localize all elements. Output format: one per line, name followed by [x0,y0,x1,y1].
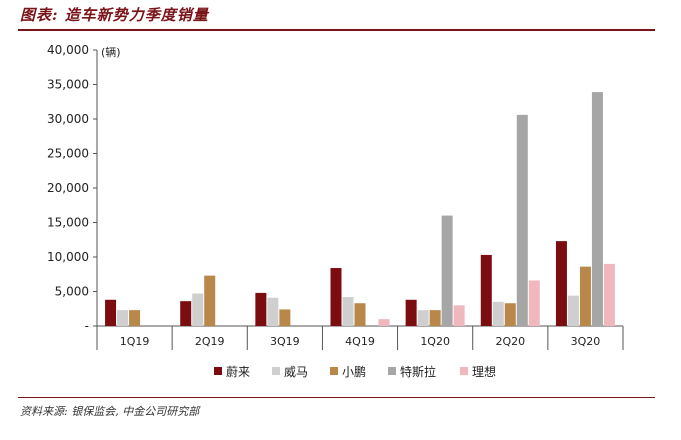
bar [267,297,279,326]
y-tick-label: - [85,319,89,333]
bar [579,266,591,326]
legend-swatch [460,367,468,375]
bar [480,254,492,326]
bar [567,295,579,326]
bar [504,303,516,326]
bar [405,299,417,326]
bar [342,297,354,326]
x-tick-label: 1Q20 [420,335,450,348]
bar [417,310,429,326]
legend-label: 特斯拉 [400,364,436,379]
y-tick-label: 10,000 [47,250,89,264]
source-note: 资料来源: 银保监会, 中金公司研究部 [20,405,200,418]
legend-swatch [272,367,280,375]
bar [492,301,504,326]
chart-axes: - 5,000 10,000 15,000 20,000 25,000 30,000 35,0… [47,43,624,350]
legend-label: 蔚来 [226,365,250,379]
bar [555,241,567,326]
bar [591,92,603,326]
y-tick-label: 20,000 [47,181,89,195]
unit-label: (辆) [101,45,121,59]
x-tick-label: 3Q19 [270,335,300,348]
legend-label: 理想 [472,364,496,379]
y-tick-label: 15,000 [47,216,89,230]
x-tick-label: 2Q19 [195,335,225,348]
bar [129,310,141,326]
title-rule [18,29,655,31]
x-tick-label: 1Q19 [120,335,150,348]
legend-swatch [330,367,338,375]
x-tick-label: 4Q19 [345,335,375,348]
source-rule [18,397,655,398]
bar [255,292,267,326]
y-tick-label: 40,000 [47,43,89,57]
bar [330,268,342,326]
bar [354,303,366,326]
chart-legend: 蔚来 威马 小鹏 特斯拉 理想 [214,364,496,379]
legend-label: 小鹏 [342,365,366,379]
bar [528,280,540,326]
y-tick-label: 25,000 [47,147,89,161]
bar [117,310,129,326]
x-tick-label: 3Q20 [571,335,601,348]
bar [429,310,441,326]
legend-label: 威马 [284,365,308,379]
bar [192,293,204,326]
x-tick-label: 2Q20 [495,335,525,348]
bar [204,275,216,326]
chart-bars [105,92,615,326]
y-tick-label: 5,000 [55,285,89,299]
bar [105,299,117,326]
y-tick-label: 35,000 [47,78,89,92]
bar [603,263,615,326]
legend-swatch [388,367,396,375]
bar [279,309,291,326]
chart-title: 图表: 造车新势力季度销量 [20,6,209,24]
legend-swatch [214,367,222,375]
bar [180,301,192,326]
y-tick-label: 30,000 [47,112,89,126]
bar [516,114,528,326]
bar [441,215,453,326]
bar [453,305,465,326]
bar [378,319,390,326]
